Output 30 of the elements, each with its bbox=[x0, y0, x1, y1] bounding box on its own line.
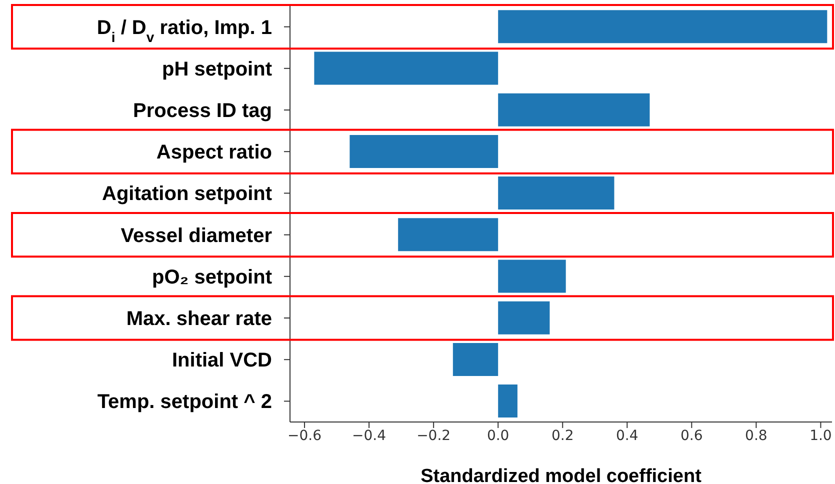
y-tick-label: Initial VCD bbox=[172, 350, 272, 372]
x-tick-label: 0.4 bbox=[616, 428, 638, 444]
y-tick-label: D$_{i}$ / D$_{v}$ ratio, Imp. 1 bbox=[96, 16, 272, 45]
x-tick-label: −0.4 bbox=[352, 428, 386, 444]
y-tick-label: Aspect ratio bbox=[156, 142, 272, 164]
y-tick-label: pH setpoint bbox=[162, 58, 272, 80]
y-tick-label: Temp. setpoint ^ 2 bbox=[97, 391, 272, 414]
bar bbox=[498, 93, 650, 126]
x-axis-title: Standardized model coefficient bbox=[420, 466, 702, 484]
x-tick-label: 0.8 bbox=[745, 428, 768, 444]
x-tick-label: −0.2 bbox=[416, 428, 451, 444]
bar bbox=[498, 384, 518, 418]
x-tick-label: 0.0 bbox=[486, 428, 510, 444]
x-tick-label: 1.0 bbox=[810, 428, 832, 444]
y-tick-label: Agitation setpoint bbox=[102, 183, 272, 206]
bar bbox=[452, 342, 498, 376]
x-tick-label: −0.6 bbox=[288, 428, 322, 444]
x-tick-label: 0.2 bbox=[551, 428, 574, 444]
bar bbox=[498, 176, 614, 210]
bar bbox=[350, 134, 498, 168]
y-tick-label: Max. shear rate bbox=[126, 308, 272, 330]
bar bbox=[398, 218, 498, 252]
bar bbox=[498, 260, 566, 293]
bar bbox=[498, 301, 550, 334]
bar bbox=[314, 52, 498, 85]
y-tick-label: pO₂ setpoint bbox=[152, 266, 272, 288]
x-tick-label: 0.6 bbox=[680, 428, 703, 444]
y-tick-label: Vessel diameter bbox=[120, 224, 272, 247]
y-tick-label: Process ID tag bbox=[133, 100, 272, 122]
bar bbox=[498, 10, 828, 44]
